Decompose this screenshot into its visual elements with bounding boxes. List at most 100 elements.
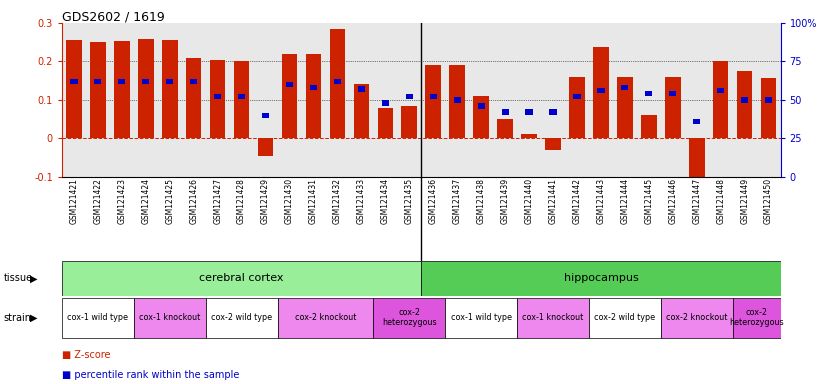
Text: strain: strain [3, 313, 31, 323]
Text: tissue: tissue [3, 273, 32, 283]
Bar [477, 103, 485, 109]
Bar [545, 138, 561, 150]
Bar [70, 79, 78, 84]
Text: cox-1 wild type: cox-1 wild type [451, 313, 511, 322]
Text: GSM121444: GSM121444 [620, 178, 629, 225]
Text: cox-1 knockout: cox-1 knockout [139, 313, 201, 322]
Text: GSM121440: GSM121440 [525, 178, 534, 225]
Text: GSM121430: GSM121430 [285, 178, 294, 225]
Bar [382, 100, 389, 106]
Text: GSM121432: GSM121432 [333, 178, 342, 224]
Text: cox-1 wild type: cox-1 wild type [68, 313, 128, 322]
Bar [453, 97, 461, 103]
Text: GSM121431: GSM121431 [309, 178, 318, 224]
Bar [62, 298, 134, 338]
Text: cox-2
heterozygous: cox-2 heterozygous [729, 308, 784, 328]
Bar [765, 97, 772, 103]
Text: ▶: ▶ [30, 313, 37, 323]
Bar [761, 78, 776, 138]
Text: GSM121438: GSM121438 [477, 178, 486, 224]
Bar [689, 138, 705, 182]
Bar [430, 94, 437, 99]
Text: GSM121422: GSM121422 [93, 178, 102, 224]
Bar [62, 261, 421, 296]
Text: hippocampus: hippocampus [563, 273, 638, 283]
Bar [118, 79, 126, 84]
Text: GSM121421: GSM121421 [69, 178, 78, 224]
Bar [282, 54, 297, 138]
Bar [210, 60, 225, 138]
Text: GSM121425: GSM121425 [165, 178, 174, 224]
Text: cox-2 knockout: cox-2 knockout [295, 313, 356, 322]
Bar [589, 298, 661, 338]
Bar [358, 86, 365, 92]
Bar [737, 71, 752, 138]
Bar [733, 298, 781, 338]
Text: GSM121448: GSM121448 [716, 178, 725, 224]
Text: GSM121445: GSM121445 [644, 178, 653, 225]
Text: GSM121450: GSM121450 [764, 178, 773, 225]
Bar [521, 134, 537, 138]
Text: GDS2602 / 1619: GDS2602 / 1619 [62, 10, 164, 23]
Text: GSM121439: GSM121439 [501, 178, 510, 225]
Text: cox-2 knockout: cox-2 knockout [666, 313, 728, 322]
Text: ■ Z-score: ■ Z-score [62, 350, 111, 360]
Bar [262, 113, 269, 118]
Text: GSM121446: GSM121446 [668, 178, 677, 225]
Bar [549, 109, 557, 115]
Text: GSM121437: GSM121437 [453, 178, 462, 225]
Bar [406, 94, 413, 99]
Bar [278, 298, 373, 338]
Bar [525, 109, 533, 115]
Bar [334, 79, 341, 84]
Bar [234, 61, 249, 138]
Bar [286, 82, 293, 87]
Text: cox-2 wild type: cox-2 wild type [211, 313, 273, 322]
Bar [645, 91, 653, 96]
Bar [330, 29, 345, 138]
Bar [449, 65, 465, 138]
Text: GSM121434: GSM121434 [381, 178, 390, 225]
Bar [373, 298, 445, 338]
Bar [473, 96, 489, 138]
Bar [445, 298, 517, 338]
Bar [569, 77, 585, 138]
Text: GSM121436: GSM121436 [429, 178, 438, 225]
Bar [641, 115, 657, 138]
Bar [401, 106, 417, 138]
Bar [661, 298, 733, 338]
Text: GSM121435: GSM121435 [405, 178, 414, 225]
Text: GSM121423: GSM121423 [117, 178, 126, 224]
Bar [214, 94, 221, 99]
Bar [693, 119, 700, 124]
Bar [517, 298, 589, 338]
Bar [497, 119, 513, 138]
Bar [66, 40, 82, 138]
Bar [162, 40, 178, 138]
Bar [377, 108, 393, 138]
Bar [190, 79, 197, 84]
Text: cox-2
heterozygous: cox-2 heterozygous [382, 308, 437, 328]
Bar [306, 54, 321, 138]
Text: GSM121433: GSM121433 [357, 178, 366, 225]
Bar [421, 261, 781, 296]
Text: GSM121442: GSM121442 [572, 178, 582, 224]
Bar [425, 65, 441, 138]
Text: GSM121429: GSM121429 [261, 178, 270, 224]
Bar [206, 298, 278, 338]
Text: GSM121426: GSM121426 [189, 178, 198, 224]
Text: ■ percentile rank within the sample: ■ percentile rank within the sample [62, 370, 240, 380]
Text: cox-2 wild type: cox-2 wild type [594, 313, 656, 322]
Bar [354, 84, 369, 138]
Bar [310, 85, 317, 90]
Text: GSM121427: GSM121427 [213, 178, 222, 224]
Bar [597, 88, 605, 93]
Text: GSM121447: GSM121447 [692, 178, 701, 225]
Bar [617, 77, 633, 138]
Bar [573, 94, 581, 99]
Text: GSM121449: GSM121449 [740, 178, 749, 225]
Bar [114, 41, 130, 138]
Text: ▶: ▶ [30, 273, 37, 283]
Text: GSM121443: GSM121443 [596, 178, 605, 225]
Bar [138, 39, 154, 138]
